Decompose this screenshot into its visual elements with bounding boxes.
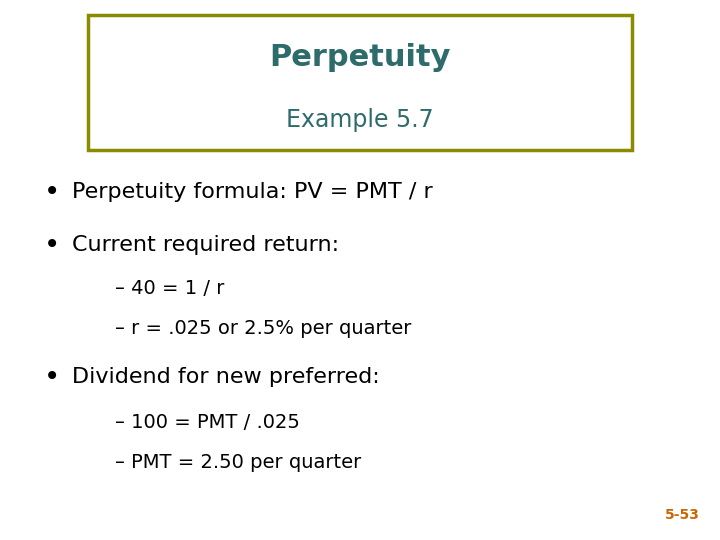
Text: – PMT = 2.50 per quarter: – PMT = 2.50 per quarter xyxy=(115,453,361,471)
Text: Example 5.7: Example 5.7 xyxy=(286,108,434,132)
Text: – 40 = 1 / r: – 40 = 1 / r xyxy=(115,279,225,298)
Text: – 100 = PMT / .025: – 100 = PMT / .025 xyxy=(115,413,300,431)
Text: •: • xyxy=(44,231,60,259)
FancyBboxPatch shape xyxy=(88,15,632,150)
Text: Perpetuity formula: PV = PMT / r: Perpetuity formula: PV = PMT / r xyxy=(72,182,433,202)
Text: Perpetuity: Perpetuity xyxy=(269,44,451,72)
Text: Dividend for new preferred:: Dividend for new preferred: xyxy=(72,367,379,387)
Text: •: • xyxy=(44,363,60,391)
Text: 5-53: 5-53 xyxy=(665,508,700,522)
Text: •: • xyxy=(44,178,60,206)
Text: Current required return:: Current required return: xyxy=(72,235,339,255)
Text: – r = .025 or 2.5% per quarter: – r = .025 or 2.5% per quarter xyxy=(115,319,411,338)
